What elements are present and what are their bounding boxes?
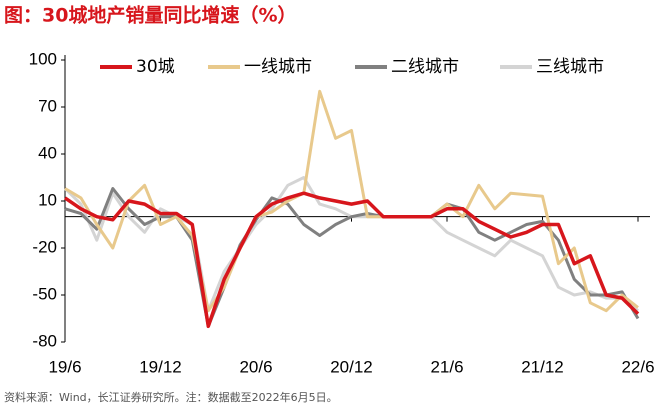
series-line [64,187,640,328]
legend-label: 二线城市 [391,57,459,77]
series-line [64,89,639,313]
series-line [64,191,640,329]
legend-label: 30城 [136,57,175,77]
x-tick-label: 20/6 [239,357,272,376]
x-tick-label: 19/12 [139,357,182,376]
chart-title: 图：30城地产销量同比增速（%） [4,4,296,27]
x-tick-label: 21/6 [430,357,463,376]
y-tick-label: -50 [32,284,57,303]
x-tick-label: 19/6 [48,357,81,376]
x-tick-label: 20/12 [330,357,373,376]
y-tick-label: 70 [38,96,57,115]
x-tick-label: 22/6 [621,357,654,376]
x-tick-label: 21/12 [521,357,564,376]
legend-label: 三线城市 [536,57,604,77]
source-note: 资料来源：Wind，长江证券研究所。注：数据截至2022年6月5日。 [4,390,338,404]
legend-label: 一线城市 [244,57,312,77]
y-tick-label: 100 [29,49,57,68]
y-tick-label: 40 [38,143,57,162]
y-tick-label: -80 [32,331,57,350]
y-tick-label: 10 [38,190,57,209]
y-tick-label: -20 [32,237,57,256]
